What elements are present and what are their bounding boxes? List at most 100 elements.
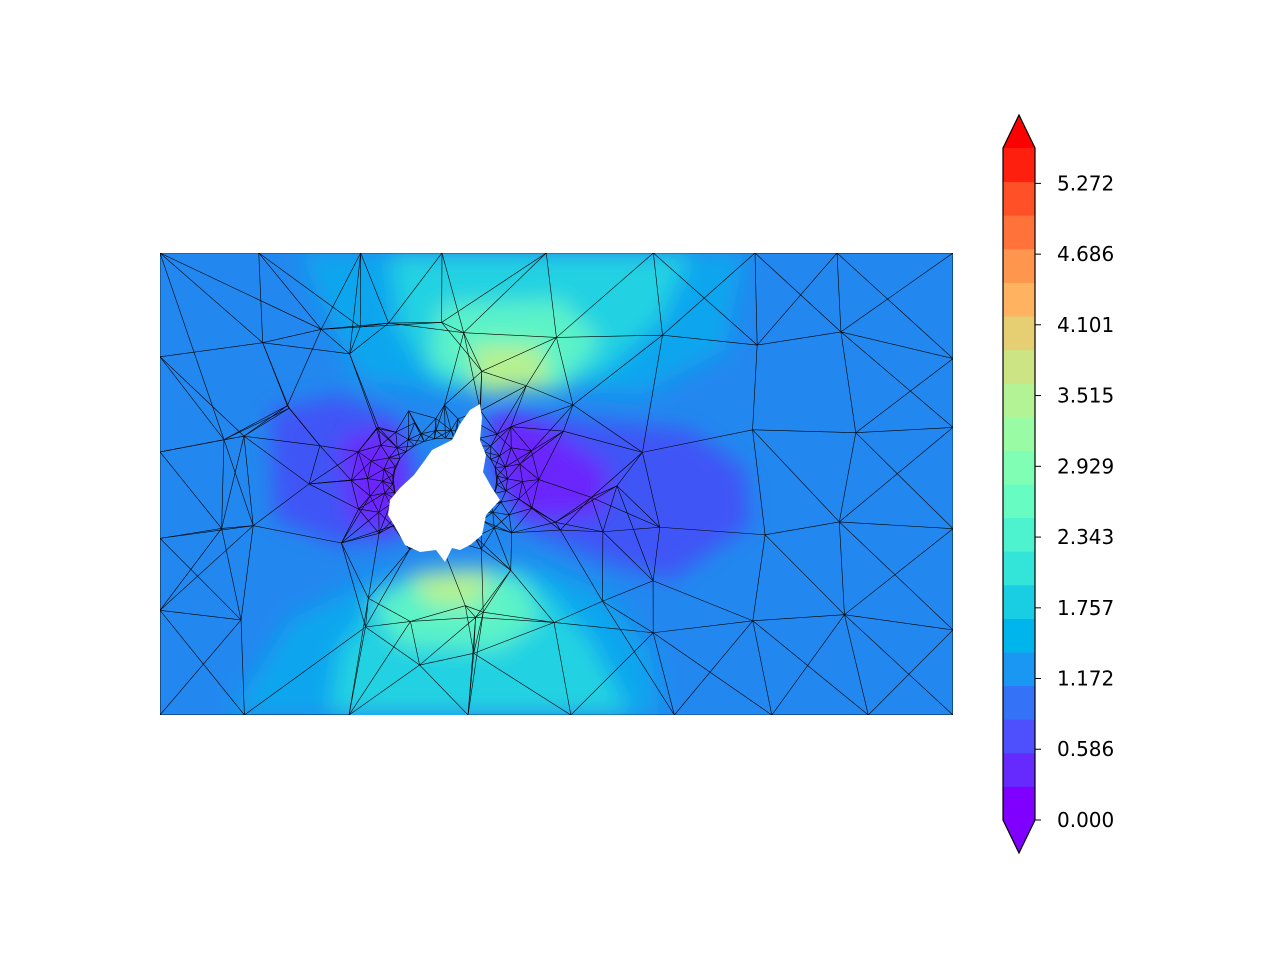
mesh-edge [642, 335, 663, 453]
mesh-edge [221, 436, 245, 529]
colorbar-band [1003, 215, 1035, 250]
mesh-edge [483, 611, 555, 623]
mesh-edge [341, 508, 359, 544]
mesh-edge [463, 332, 483, 372]
colorbar-band [1003, 786, 1035, 821]
mesh-edge [553, 600, 603, 623]
mesh-edge [844, 614, 953, 715]
mesh-edge [602, 580, 654, 602]
mesh-edge [840, 331, 953, 359]
mesh-edge [510, 426, 564, 432]
mesh-edge [508, 514, 512, 533]
mesh-edge [526, 337, 557, 386]
mesh-edge [844, 528, 953, 615]
mesh-edge [467, 612, 484, 715]
mesh-edge [652, 527, 661, 581]
mesh-edge [408, 439, 415, 447]
mesh-edge [221, 528, 242, 621]
colorbar-band [1003, 416, 1035, 451]
mesh-edge [463, 332, 557, 338]
mesh-edge [350, 451, 359, 481]
mesh-edge [445, 554, 466, 606]
mesh-edge [378, 426, 396, 433]
mesh-edge [399, 451, 407, 459]
colorbar-band [1003, 752, 1035, 787]
mesh-edge [475, 611, 484, 618]
mesh-edge [358, 508, 380, 534]
mesh-edge [500, 498, 519, 503]
mesh-edge [481, 520, 512, 534]
mesh-edge [752, 345, 758, 430]
mesh-edge [855, 358, 953, 433]
mesh-edge [444, 404, 452, 431]
mesh-edge [616, 485, 660, 528]
mesh-edge [160, 253, 263, 343]
mesh-edge [367, 478, 371, 497]
mesh-edge [388, 451, 407, 459]
mesh-edge [496, 433, 512, 449]
mesh-edge [320, 253, 361, 330]
mesh-edge [844, 614, 953, 631]
colorbar-tick-label: 0.000 [1057, 808, 1114, 832]
mesh-edge [616, 452, 643, 487]
mesh-edge [494, 527, 512, 534]
mesh-edge [419, 664, 469, 715]
mesh-edge [509, 508, 532, 516]
mesh-edge [496, 385, 527, 435]
mesh-edge [160, 451, 222, 529]
mesh-edge [408, 433, 422, 440]
mesh-edge [840, 331, 857, 433]
mesh-edge [510, 569, 555, 623]
mesh-edge [308, 445, 321, 485]
mesh-edge [497, 484, 507, 492]
mesh-edge [444, 404, 459, 420]
mesh-edge [572, 334, 663, 406]
mesh-edge [492, 512, 512, 533]
mesh-edge [410, 621, 420, 666]
mesh-edge [223, 439, 254, 526]
mesh-edge [378, 493, 385, 513]
mesh-edge [490, 459, 506, 468]
mesh-edge [752, 429, 840, 523]
mesh-edge [518, 479, 539, 500]
mesh-edge [481, 549, 484, 613]
mesh-edge [836, 253, 842, 332]
mesh-edge [492, 511, 510, 516]
mesh-edge [463, 253, 547, 333]
colorbar-band [1003, 685, 1035, 720]
mesh-edge [410, 617, 476, 622]
mesh-edge [500, 490, 507, 503]
mesh-edge [341, 495, 371, 544]
mesh-edge [480, 410, 498, 435]
mesh-edge [754, 253, 758, 346]
mesh-edge [553, 622, 654, 634]
mesh-edge [642, 429, 753, 453]
mesh-edge [441, 322, 464, 333]
mesh-edge [505, 450, 532, 468]
mesh-edge [421, 433, 425, 442]
mesh-edge [319, 445, 359, 452]
mesh-edge [444, 332, 464, 406]
mesh-edge [674, 620, 754, 715]
mesh-edge [397, 439, 409, 448]
mesh-edge [465, 605, 476, 618]
mesh-edge [243, 405, 288, 437]
mesh-edge [349, 353, 377, 429]
mesh-edge [490, 459, 496, 468]
mesh-edge [653, 253, 663, 336]
mesh-edge [358, 492, 385, 510]
mesh-edge [262, 342, 350, 355]
mesh-edge [441, 322, 483, 372]
mesh-edge [321, 322, 389, 330]
mesh-edge [602, 526, 660, 533]
mesh-edge [756, 253, 838, 346]
mesh-edge [444, 404, 446, 439]
mesh-edge [757, 331, 841, 346]
mesh-edge [349, 353, 379, 428]
mesh-edge [653, 632, 772, 715]
mesh-edge [484, 445, 491, 453]
colorbar-extend-low [1003, 820, 1035, 853]
colorbar-band [1003, 618, 1035, 653]
colorbar-band [1003, 517, 1035, 552]
mesh-edge [348, 598, 369, 715]
